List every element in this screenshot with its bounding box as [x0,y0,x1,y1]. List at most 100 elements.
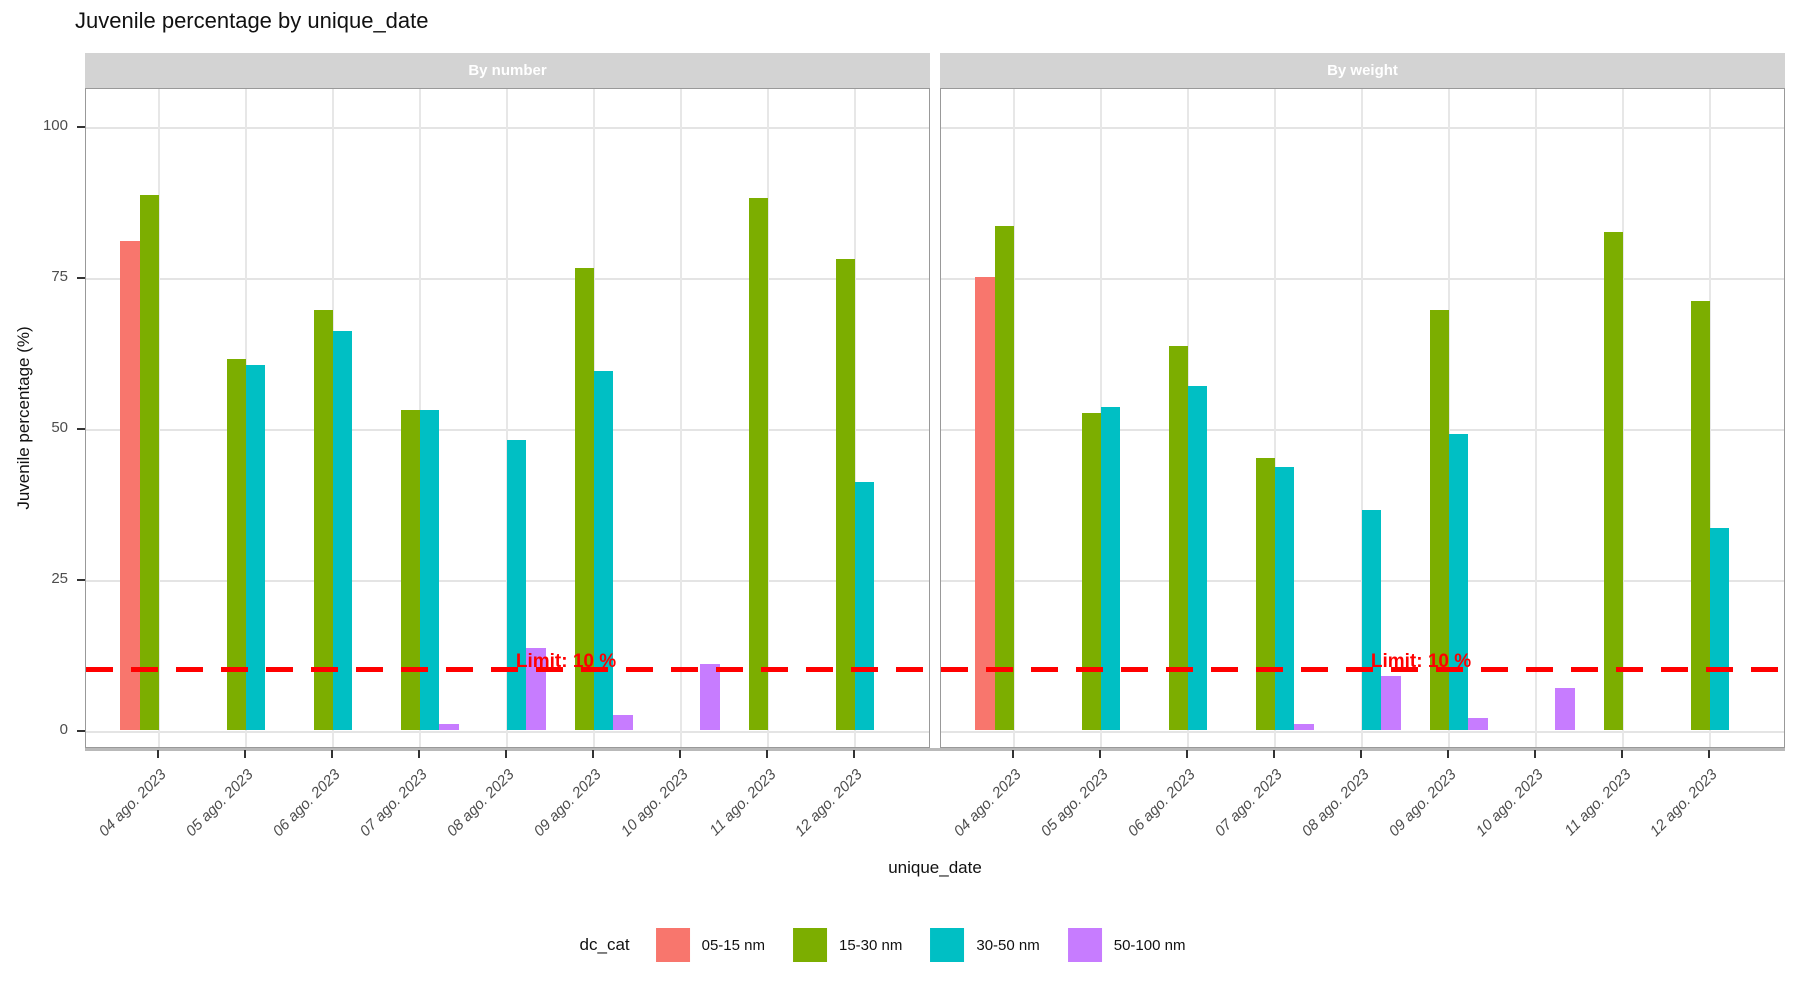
limit-label: Limit: 10 % [1370,650,1472,672]
y-tick-label-75: 75 [51,268,68,285]
gridline-x [854,89,856,747]
facet-strip-by-weight: By weight [940,53,1785,88]
x-tick-label: 09 ago. 2023 [531,766,606,840]
x-tick [1534,750,1536,758]
x-tick-label: 05 ago. 2023 [1038,766,1113,840]
x-axis-line [85,748,1785,751]
bar-50-100nm-09 [613,714,633,730]
bar-30-50nm-07 [420,409,440,730]
panel-by-number: Limit: 10 % [85,88,930,748]
x-tick [1360,750,1362,758]
x-tick-label: 04 ago. 2023 [96,766,171,840]
bar-30-50nm-06 [333,331,353,730]
bar-30-50nm-05 [246,364,266,730]
x-tick-label: 07 ago. 2023 [1212,766,1287,840]
legend-item-15-30nm: 15-30 nm [793,928,902,962]
bar-15-30nm-05 [1081,412,1101,730]
gridline-x [158,89,160,747]
bar-15-30nm-06 [1168,346,1188,730]
gridline-x [1709,89,1711,747]
x-tick-label: 08 ago. 2023 [444,766,519,840]
bar-15-30nm-04 [994,225,1014,730]
bar-15-30nm-04 [139,195,159,730]
legend-swatch-15-30nm [793,928,827,962]
x-tick-label: 11 ago. 2023 [705,766,780,840]
bar-50-100nm-07 [439,723,459,730]
bar-30-50nm-06 [1188,385,1208,730]
bar-50-100nm-07 [1294,723,1314,730]
x-tick [853,750,855,758]
facet-strip-by-number: By number [85,53,930,88]
x-tick [1186,750,1188,758]
y-tick-0 [77,730,85,732]
limit-label: Limit: 10 % [515,650,617,672]
bar-15-30nm-06 [313,310,333,730]
y-axis: 0 25 50 75 100 [0,0,85,993]
bar-05-15nm-04 [975,277,995,730]
y-tick-100 [77,126,85,128]
x-tick-label: 10 ago. 2023 [1473,766,1548,840]
x-tick-label: 04 ago. 2023 [951,766,1026,840]
panel-by-weight: Limit: 10 % [940,88,1785,748]
y-tick-75 [77,277,85,279]
bar-15-30nm-11 [1603,231,1623,730]
legend-item-50-100nm: 50-100 nm [1067,928,1185,962]
bar-15-30nm-09 [1429,310,1449,730]
x-tick [157,750,159,758]
x-axis-title: unique_date [888,858,982,877]
bar-15-30nm-11 [748,198,768,730]
legend: dc_cat 05-15 nm 15-30 nm 30-50 nm 50-100 nm [580,928,1214,962]
legend-title: dc_cat [579,935,630,954]
x-tick-label: 06 ago. 2023 [270,766,345,840]
gridline-x [1535,89,1537,747]
x-tick [592,750,594,758]
x-tick [766,750,768,758]
legend-label: 15-30 nm [839,936,903,954]
bar-15-30nm-09 [574,267,594,730]
x-tick-label: 08 ago. 2023 [1299,766,1374,840]
bar-30-50nm-09 [1449,434,1469,730]
bar-15-30nm-07 [1255,458,1275,730]
gridline-x [767,89,769,747]
y-tick-label-0: 0 [59,721,68,738]
x-tick [1447,750,1449,758]
x-tick [418,750,420,758]
y-tick-label-100: 100 [42,117,68,134]
bar-30-50nm-05 [1101,406,1121,730]
gridline-x [680,89,682,747]
x-tick [331,750,333,758]
bar-05-15nm-04 [120,240,140,730]
bar-30-50nm-08 [1362,509,1382,730]
x-tick-label: 09 ago. 2023 [1386,766,1461,840]
x-tick-label: 11 ago. 2023 [1560,766,1635,840]
legend-label: 05-15 nm [701,936,765,954]
limit-line [941,667,1784,673]
gridline-x [1448,89,1450,747]
bar-30-50nm-07 [1275,467,1295,730]
gridline-x [506,89,508,747]
x-tick-label: 07 ago. 2023 [357,766,432,840]
x-tick [244,750,246,758]
x-tick [679,750,681,758]
legend-item-30-50nm: 30-50 nm [930,928,1040,962]
gridline-x [1622,89,1624,747]
y-tick-25 [77,579,85,581]
bar-30-50nm-08 [507,440,527,730]
y-tick-label-50: 50 [51,419,68,436]
x-tick [1273,750,1275,758]
bar-50-100nm-10 [700,663,720,730]
bar-50-100nm-09 [1468,717,1488,730]
legend-swatch-30-50nm [930,928,965,962]
bar-50-100nm-08 [1381,675,1401,730]
legend-swatch-50-100nm [1067,928,1102,962]
legend-label: 30-50 nm [976,936,1040,954]
x-tick-label: 06 ago. 2023 [1125,766,1200,840]
bar-15-30nm-05 [226,358,246,730]
legend-swatch-05-15nm [655,928,690,962]
bar-30-50nm-09 [594,370,614,730]
facet-strip-label: By weight [1327,62,1398,79]
gridline-x [1274,89,1276,747]
x-tick [1012,750,1014,758]
gridline-x [1013,89,1015,747]
